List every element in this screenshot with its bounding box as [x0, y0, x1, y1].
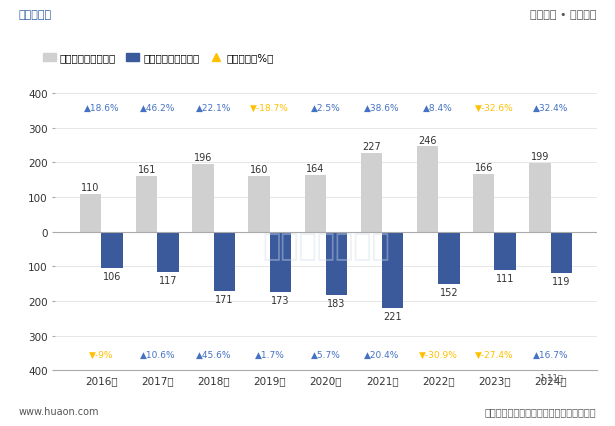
- Bar: [326, 232, 347, 296]
- Text: ▼-9%: ▼-9%: [89, 350, 114, 359]
- Bar: [417, 147, 438, 232]
- Bar: [361, 154, 382, 232]
- Text: 246: 246: [418, 135, 437, 145]
- Text: ▲1.7%: ▲1.7%: [255, 350, 285, 359]
- Text: ▼-32.6%: ▼-32.6%: [475, 104, 514, 113]
- Text: www.huaon.com: www.huaon.com: [18, 406, 99, 416]
- Text: ▼-27.4%: ▼-27.4%: [475, 350, 514, 359]
- Text: 119: 119: [552, 276, 571, 286]
- Text: 221: 221: [384, 311, 402, 321]
- Text: ▲45.6%: ▲45.6%: [196, 350, 231, 359]
- Text: 161: 161: [138, 165, 156, 175]
- Text: 199: 199: [531, 152, 549, 161]
- Bar: [157, 232, 179, 273]
- Text: ▲22.1%: ▲22.1%: [196, 104, 231, 113]
- Bar: [473, 175, 494, 232]
- Bar: [550, 232, 572, 273]
- Bar: [80, 194, 101, 232]
- Text: 183: 183: [327, 298, 346, 308]
- Text: 106: 106: [103, 272, 121, 282]
- Text: ▲10.6%: ▲10.6%: [140, 350, 175, 359]
- Text: ▲2.5%: ▲2.5%: [311, 104, 341, 113]
- Text: 160: 160: [250, 165, 268, 175]
- Text: 华经情报网: 华经情报网: [18, 10, 52, 20]
- Text: 166: 166: [475, 163, 493, 173]
- Bar: [101, 232, 122, 269]
- Bar: [213, 232, 235, 291]
- Bar: [136, 176, 157, 232]
- Text: ▲8.4%: ▲8.4%: [423, 104, 453, 113]
- Bar: [304, 176, 326, 232]
- Text: 117: 117: [159, 276, 177, 285]
- Text: 171: 171: [215, 294, 234, 304]
- Text: 152: 152: [440, 288, 458, 297]
- Legend: 出口总额（亿美元）, 进口总额（亿美元）, 同比增速（%）: 出口总额（亿美元）, 进口总额（亿美元）, 同比增速（%）: [39, 49, 278, 67]
- Text: ▲5.7%: ▲5.7%: [311, 350, 341, 359]
- Text: 专业严谨 • 客观科学: 专业严谨 • 客观科学: [530, 10, 597, 20]
- Text: 110: 110: [81, 182, 100, 193]
- Bar: [530, 163, 550, 232]
- Text: 227: 227: [362, 142, 381, 152]
- Text: ▲16.7%: ▲16.7%: [533, 350, 568, 359]
- Text: 111: 111: [496, 273, 514, 283]
- Text: ▲46.2%: ▲46.2%: [140, 104, 175, 113]
- Bar: [438, 232, 459, 285]
- Text: 1-11月: 1-11月: [539, 372, 563, 381]
- Text: ▲38.6%: ▲38.6%: [364, 104, 400, 113]
- Bar: [270, 232, 291, 292]
- Text: 华经产业研究院: 华经产业研究院: [262, 232, 390, 260]
- Bar: [192, 164, 213, 232]
- Text: ▼-30.9%: ▼-30.9%: [419, 350, 458, 359]
- Text: ▼-18.7%: ▼-18.7%: [250, 104, 289, 113]
- Text: 2016-2024年11月陕西省外商投资企业进、出口额: 2016-2024年11月陕西省外商投资企业进、出口额: [155, 46, 460, 65]
- Text: ▲18.6%: ▲18.6%: [84, 104, 119, 113]
- Text: ▲20.4%: ▲20.4%: [365, 350, 400, 359]
- Text: 173: 173: [271, 295, 290, 305]
- Text: 数据来源：中国海关；华经产业研究院整理: 数据来源：中国海关；华经产业研究院整理: [485, 406, 597, 416]
- Text: 196: 196: [194, 153, 212, 163]
- Bar: [382, 232, 403, 309]
- Text: 164: 164: [306, 164, 325, 174]
- Text: ▲32.4%: ▲32.4%: [533, 104, 568, 113]
- Bar: [248, 177, 270, 232]
- Bar: [494, 232, 516, 271]
